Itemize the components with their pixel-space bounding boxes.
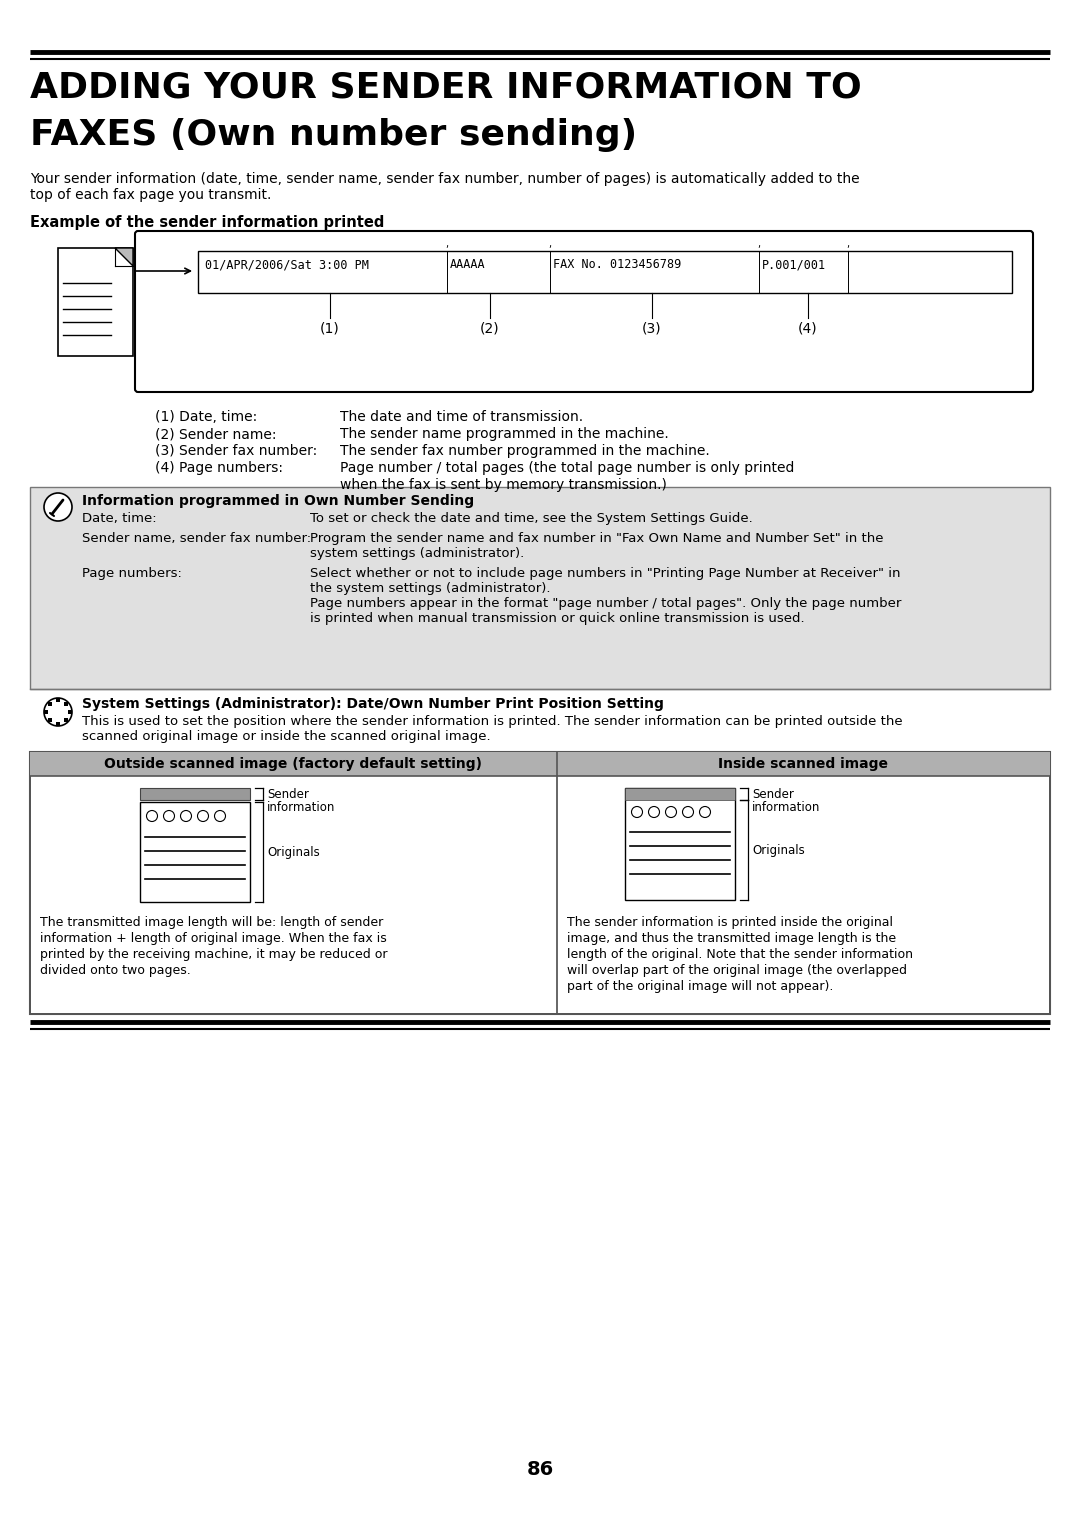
Circle shape — [683, 807, 693, 817]
Text: Originals: Originals — [267, 847, 320, 859]
Polygon shape — [114, 248, 133, 266]
Text: (2): (2) — [481, 322, 500, 336]
Text: (1) Date, time:: (1) Date, time: — [156, 410, 257, 423]
Bar — [198, 251, 1012, 293]
Text: Program the sender name and fax number in "Fax Own Name and Number Set" in the: Program the sender name and fax number i… — [310, 532, 883, 545]
Text: ,: , — [445, 238, 448, 249]
Text: The sender fax number programmed in the machine.: The sender fax number programmed in the … — [340, 445, 710, 458]
Text: 86: 86 — [526, 1459, 554, 1479]
Circle shape — [198, 810, 208, 822]
Circle shape — [700, 807, 711, 817]
Text: part of the original image will not appear).: part of the original image will not appe… — [567, 979, 834, 993]
Bar — [56, 723, 60, 726]
Text: The sender information is printed inside the original: The sender information is printed inside… — [567, 915, 893, 929]
Text: Page numbers appear in the format "page number / total pages". Only the page num: Page numbers appear in the format "page … — [310, 597, 902, 610]
Bar — [30, 752, 1050, 1015]
Bar — [557, 752, 1050, 776]
Text: Date, time:: Date, time: — [82, 512, 157, 526]
Bar — [30, 752, 557, 776]
Circle shape — [215, 810, 226, 822]
Bar — [65, 701, 68, 706]
Circle shape — [44, 494, 72, 521]
Circle shape — [53, 707, 63, 717]
Text: image, and thus the transmitted image length is the: image, and thus the transmitted image le… — [567, 932, 896, 944]
Circle shape — [147, 810, 158, 822]
Text: (4) Page numbers:: (4) Page numbers: — [156, 461, 283, 475]
Text: The sender name programmed in the machine.: The sender name programmed in the machin… — [340, 426, 669, 442]
Circle shape — [180, 810, 191, 822]
Text: information: information — [267, 801, 336, 814]
Text: Select whether or not to include page numbers in "Printing Page Number at Receiv: Select whether or not to include page nu… — [310, 567, 901, 581]
Bar — [56, 698, 60, 701]
Text: (4): (4) — [798, 322, 818, 336]
Text: information: information — [752, 801, 821, 814]
Text: The date and time of transmission.: The date and time of transmission. — [340, 410, 583, 423]
Text: length of the original. Note that the sender information: length of the original. Note that the se… — [567, 947, 913, 961]
Text: will overlap part of the original image (the overlapped: will overlap part of the original image … — [567, 964, 907, 976]
Text: To set or check the date and time, see the System Settings Guide.: To set or check the date and time, see t… — [310, 512, 753, 526]
Bar — [30, 487, 1050, 689]
Bar — [31, 776, 556, 1013]
Circle shape — [44, 698, 72, 726]
Text: Your sender information (date, time, sender name, sender fax number, number of p: Your sender information (date, time, sen… — [30, 173, 860, 186]
Circle shape — [163, 810, 175, 822]
Text: divided onto two pages.: divided onto two pages. — [40, 964, 191, 976]
Bar — [140, 788, 249, 801]
Text: scanned original image or inside the scanned original image.: scanned original image or inside the sca… — [82, 730, 490, 743]
Text: Outside scanned image (factory default setting): Outside scanned image (factory default s… — [105, 756, 483, 772]
Text: (3) Sender fax number:: (3) Sender fax number: — [156, 445, 318, 458]
Text: P.001/001: P.001/001 — [762, 258, 826, 270]
Text: system settings (administrator).: system settings (administrator). — [310, 547, 524, 559]
Bar — [625, 788, 735, 900]
Text: The transmitted image length will be: length of sender: The transmitted image length will be: le… — [40, 915, 383, 929]
Text: Page numbers:: Page numbers: — [82, 567, 181, 581]
Text: ,: , — [847, 238, 850, 249]
FancyBboxPatch shape — [135, 231, 1032, 393]
Text: ADDING YOUR SENDER INFORMATION TO: ADDING YOUR SENDER INFORMATION TO — [30, 70, 862, 104]
Text: Page number / total pages (the total page number is only printed: Page number / total pages (the total pag… — [340, 461, 795, 475]
Text: printed by the receiving machine, it may be reduced or: printed by the receiving machine, it may… — [40, 947, 388, 961]
Bar — [140, 802, 249, 902]
Text: Originals: Originals — [752, 843, 805, 857]
Text: (2) Sender name:: (2) Sender name: — [156, 426, 276, 442]
Bar — [48, 701, 52, 706]
Text: ,: , — [757, 238, 760, 249]
Text: is printed when manual transmission or quick online transmission is used.: is printed when manual transmission or q… — [310, 613, 805, 625]
Bar — [65, 718, 68, 723]
Bar — [44, 711, 48, 714]
Bar — [68, 711, 72, 714]
Text: Sender: Sender — [752, 788, 794, 801]
Text: Sender name, sender fax number:: Sender name, sender fax number: — [82, 532, 311, 545]
Circle shape — [648, 807, 660, 817]
Text: AAAAA: AAAAA — [450, 258, 486, 270]
Text: This is used to set the position where the sender information is printed. The se: This is used to set the position where t… — [82, 715, 903, 727]
Bar — [58, 248, 133, 356]
Text: FAX No. 0123456789: FAX No. 0123456789 — [553, 258, 681, 270]
Bar — [625, 788, 735, 801]
Bar — [558, 776, 1049, 1013]
Text: Sender: Sender — [267, 788, 309, 801]
Text: (1): (1) — [320, 322, 340, 336]
Text: Information programmed in Own Number Sending: Information programmed in Own Number Sen… — [82, 494, 474, 507]
Text: Inside scanned image: Inside scanned image — [718, 756, 889, 772]
Text: top of each fax page you transmit.: top of each fax page you transmit. — [30, 188, 271, 202]
Circle shape — [665, 807, 676, 817]
Text: System Settings (Administrator): Date/Own Number Print Position Setting: System Settings (Administrator): Date/Ow… — [82, 697, 664, 711]
Text: FAXES (Own number sending): FAXES (Own number sending) — [30, 118, 637, 151]
Text: Example of the sender information printed: Example of the sender information printe… — [30, 215, 384, 231]
Text: (3): (3) — [643, 322, 662, 336]
Circle shape — [632, 807, 643, 817]
Text: the system settings (administrator).: the system settings (administrator). — [310, 582, 551, 594]
Text: 01/APR/2006/Sat 3:00 PM: 01/APR/2006/Sat 3:00 PM — [205, 258, 369, 270]
Text: when the fax is sent by memory transmission.): when the fax is sent by memory transmiss… — [340, 478, 666, 492]
Bar — [48, 718, 52, 723]
Text: information + length of original image. When the fax is: information + length of original image. … — [40, 932, 387, 944]
Text: ,: , — [549, 238, 552, 249]
